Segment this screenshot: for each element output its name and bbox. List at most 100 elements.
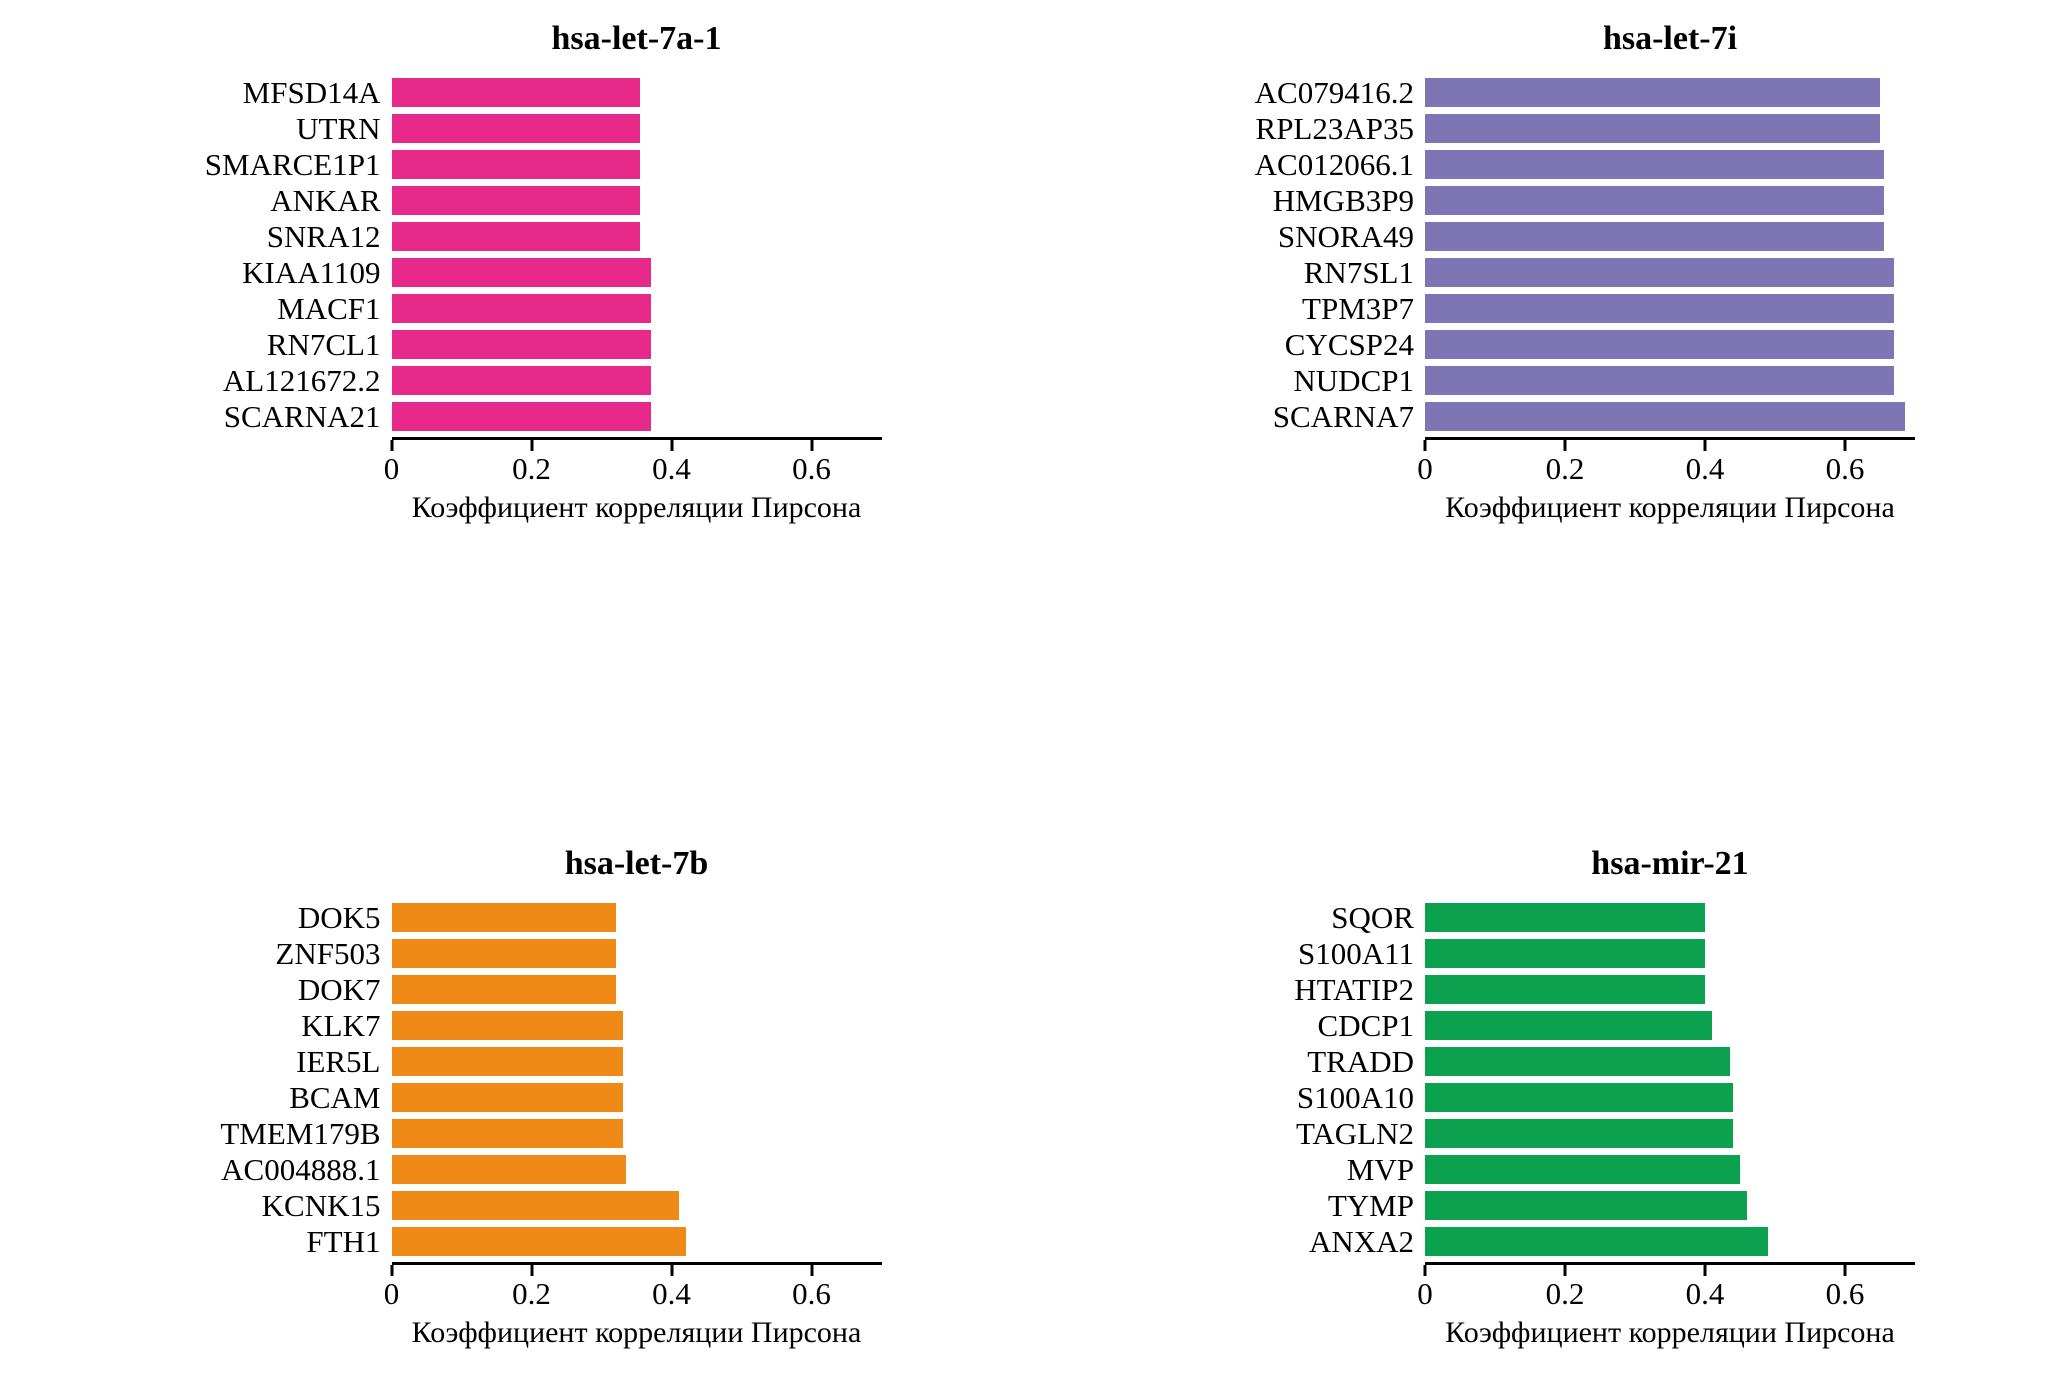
bar-track: [391, 185, 882, 215]
chart-inner: hsa-let-7b DOK5 ZNF503 DOK7 KLK7 IER5L BCAM TM…: [152, 699, 882, 1398]
bar: [391, 221, 640, 251]
bar: [391, 365, 651, 395]
bar: [1425, 149, 1884, 179]
y-tick-label: ANKAR: [270, 182, 381, 218]
bar-track: [391, 938, 882, 968]
bar-row: KCNK15: [152, 1187, 882, 1223]
bar-track: [1425, 329, 1915, 359]
bar: [1425, 902, 1705, 932]
y-tick-label: SNORA49: [1277, 218, 1414, 254]
bar-row: AL121672.2: [152, 362, 882, 398]
bar: [391, 1010, 623, 1040]
bar-row: SMARCE1P1: [152, 146, 882, 182]
bar-track: [1425, 293, 1915, 323]
bar: [1425, 1226, 1768, 1256]
bar-track: [391, 77, 882, 107]
bar-row: MFSD14A: [152, 74, 882, 110]
bar-track: [1425, 1190, 1915, 1220]
x-tick-value: 0: [1417, 1276, 1433, 1311]
x-axis: [390, 437, 882, 451]
chart-inner: hsa-let-7i AC079416.2 RPL23AP35 AC012066.1…: [1185, 0, 1915, 699]
bar: [391, 329, 651, 359]
chart-inner: hsa-let-7a-1 MFSD14A UTRN SMARCE1P1 ANKAR SN…: [152, 0, 882, 699]
x-tick: [390, 1265, 393, 1276]
y-tick-label: CDCP1: [1317, 1007, 1414, 1043]
bar-track: [1425, 113, 1915, 143]
x-axis-label: Коэффициент корреляции Пирсона: [1445, 1316, 1895, 1349]
x-tick-value: 0.2: [512, 451, 551, 486]
chart-panel-hsa-let-7a-1: hsa-let-7a-1 MFSD14A UTRN SMARCE1P1 ANKAR SN…: [0, 0, 1033, 699]
y-tick-label: AL121672.2: [222, 362, 381, 398]
bar-row: SCARNA21: [152, 398, 882, 434]
bar: [1425, 938, 1705, 968]
bar-track: [1425, 902, 1915, 932]
bar: [1425, 365, 1894, 395]
x-tick: [810, 1265, 813, 1276]
x-tick: [530, 440, 533, 451]
chart-panel-hsa-mir-21: hsa-mir-21 SQOR S100A11 HTATIP2 CDCP1 TRADD S…: [1033, 699, 2067, 1398]
bar: [391, 974, 616, 1004]
bar-row: NUDCP1: [1185, 362, 1915, 398]
bar: [1425, 1082, 1733, 1112]
bar-track: [1425, 1010, 1915, 1040]
y-tick-label: TPM3P7: [1302, 290, 1414, 326]
bar-track: [391, 1082, 882, 1112]
bar: [1425, 77, 1880, 107]
bar: [1425, 1118, 1733, 1148]
bar-row: TRADD: [1185, 1043, 1915, 1079]
bar-row: SNRA12: [152, 218, 882, 254]
x-tick: [1843, 1265, 1847, 1276]
y-tick-label: AC004888.1: [221, 1151, 381, 1187]
bar-row: S100A10: [1185, 1079, 1915, 1115]
bar-track: [391, 329, 882, 359]
bar-track: [391, 149, 882, 179]
bar-track: [391, 1046, 882, 1076]
x-tick: [1703, 1265, 1707, 1276]
y-tick-label: TRADD: [1307, 1043, 1414, 1079]
x-tick: [1563, 1265, 1567, 1276]
x-tick-value: 0.2: [1545, 1276, 1585, 1311]
y-tick-label: TYMP: [1327, 1187, 1414, 1223]
y-tick-label: IER5L: [296, 1043, 381, 1079]
bar: [391, 401, 651, 431]
bar-track: [1425, 1118, 1915, 1148]
bar: [391, 185, 640, 215]
x-tick-labels: 0 0.2 0.4 0.6: [384, 451, 882, 491]
bar-row: DOK7: [152, 971, 882, 1007]
y-tick-label: ANXA2: [1308, 1223, 1414, 1259]
bar: [391, 938, 616, 968]
bar-row: AC012066.1: [1185, 146, 1915, 182]
x-tick: [1703, 440, 1707, 451]
x-axis-label: Коэффициент корреляции Пирсона: [1445, 491, 1895, 524]
bar-track: [1425, 1226, 1915, 1256]
bar-track: [391, 1226, 882, 1256]
chart-inner: hsa-mir-21 SQOR S100A11 HTATIP2 CDCP1 TRADD S…: [1185, 699, 1915, 1398]
bar: [391, 257, 651, 287]
bar-rows: DOK5 ZNF503 DOK7 KLK7 IER5L BCAM TMEM179B AC004…: [152, 899, 882, 1259]
bar: [391, 149, 640, 179]
bar-track: [391, 902, 882, 932]
bar-track: [391, 1190, 882, 1220]
bar: [1425, 329, 1894, 359]
x-tick-value: 0.6: [1825, 451, 1865, 486]
bar: [1425, 1046, 1730, 1076]
bar-track: [1425, 185, 1915, 215]
bar: [1425, 113, 1880, 143]
bar-row: S100A11: [1185, 935, 1915, 971]
x-tick: [390, 440, 393, 451]
x-tick: [530, 1265, 533, 1276]
x-tick-value: 0.4: [1685, 1276, 1725, 1311]
bar-row: UTRN: [152, 110, 882, 146]
x-tick: [810, 440, 813, 451]
bar-track: [1425, 974, 1915, 1004]
bar-track: [1425, 1082, 1915, 1112]
x-tick: [670, 440, 673, 451]
bar-row: ZNF503: [152, 935, 882, 971]
bar-row: IER5L: [152, 1043, 882, 1079]
bar: [391, 1226, 686, 1256]
y-tick-label: AC012066.1: [1254, 146, 1414, 182]
bar-row: TAGLN2: [1185, 1115, 1915, 1151]
bar-rows: AC079416.2 RPL23AP35 AC012066.1 HMGB3P9 SNOR…: [1185, 74, 1915, 434]
y-tick-label: MVP: [1346, 1151, 1414, 1187]
y-tick-label: KLK7: [301, 1007, 381, 1043]
